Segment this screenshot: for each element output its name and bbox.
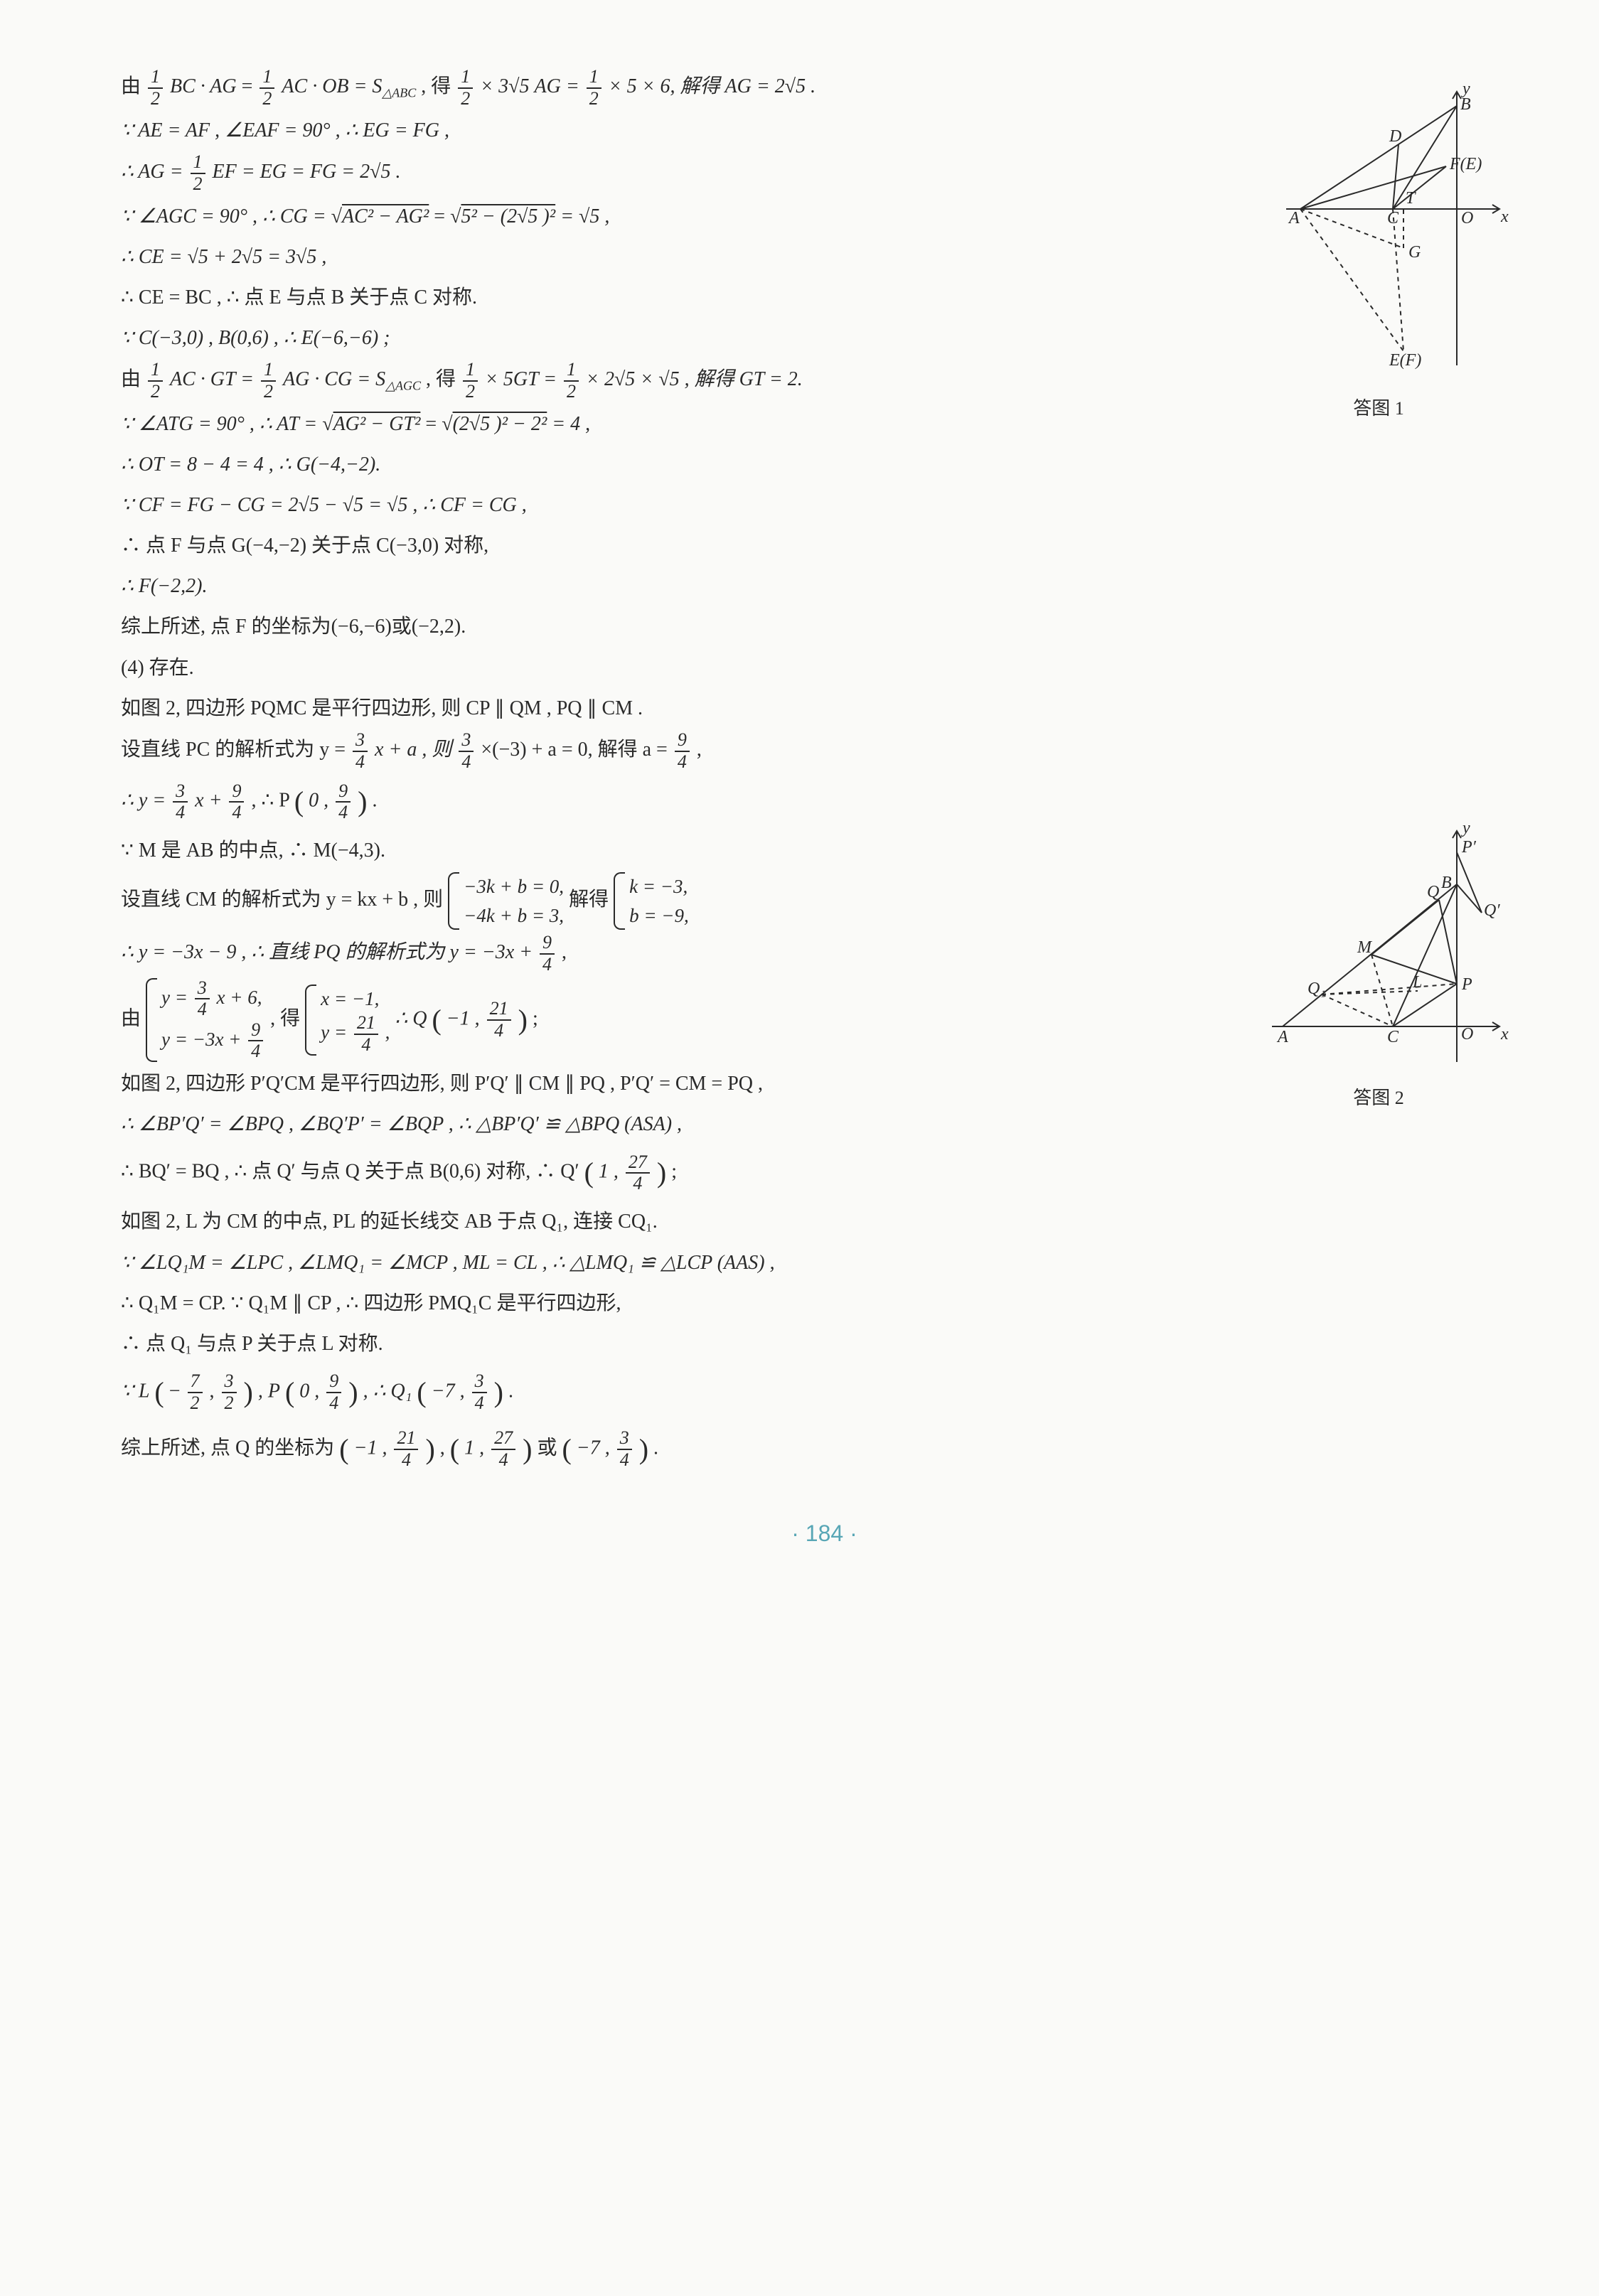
point-g: G xyxy=(1408,243,1421,262)
figure-2-caption: 答图 2 xyxy=(1244,1080,1514,1115)
answer-figure-1: y x O A B C D T G F(E) E(F) 答图 1 xyxy=(1244,81,1514,426)
point-pp: P′ xyxy=(1461,838,1477,857)
line-12: ∴ 点 F 与点 G(−4,−2) 关于点 C(−3,0) 对称, xyxy=(121,527,1528,564)
point-t: T xyxy=(1406,189,1416,208)
point-c2: C xyxy=(1387,1028,1399,1046)
axis-label-x: x xyxy=(1500,208,1509,226)
answer-figure-2: y x O A B C M L P P′ Q Q′ Q₁ 答图 2 xyxy=(1244,820,1514,1115)
point-ef: E(F) xyxy=(1389,351,1421,370)
point-l: L xyxy=(1412,973,1422,992)
point-d: D xyxy=(1389,127,1401,146)
line-26: 如图 2, L 为 CM 的中点, PL 的延长线交 AB 于点 Q₁, 连接 … xyxy=(121,1203,1528,1240)
figure-1-svg: y x O A B C D T G F(E) E(F) xyxy=(1244,81,1514,387)
line-13: ∴ F(−2,2). xyxy=(121,567,1528,605)
line-14: 综上所述, 点 F 的坐标为(−6,−6)或(−2,2). xyxy=(121,608,1528,645)
line-25: ∴ BQ′ = BQ , ∴ 点 Q′ 与点 Q 关于点 B(0,6) 对称, … xyxy=(121,1146,1528,1200)
line-11: ∵ CF = FG − CG = 2√5 − √5 = √5 , ∴ CF = … xyxy=(121,486,1528,524)
point-qp: Q′ xyxy=(1484,901,1500,920)
figure-2-svg: y x O A B C M L P P′ Q Q′ Q₁ xyxy=(1244,820,1514,1076)
line-29: ∴ 点 Q₁ 与点 P 关于点 L 对称. xyxy=(121,1325,1528,1363)
point-fe: F(E) xyxy=(1449,155,1482,173)
figure-1-caption: 答图 1 xyxy=(1244,391,1514,426)
line-17: 设直线 PC 的解析式为 y = 34 x + a , 则 34 ×(−3) +… xyxy=(121,730,1528,772)
axis-label-y2: y xyxy=(1461,820,1470,837)
point-m: M xyxy=(1357,938,1373,957)
point-q: Q xyxy=(1427,883,1439,901)
line-27: ∵ ∠LQ₁M = ∠LPC , ∠LMQ₁ = ∠MCP , ML = CL … xyxy=(121,1244,1528,1282)
line-16: 如图 2, 四边形 PQMC 是平行四边形, 则 CP ∥ QM , PQ ∥ … xyxy=(121,690,1528,727)
line-30: ∵ L ( − 72 , 32 ) , P ( 0 , 94 ) , ∴ Q₁ … xyxy=(121,1366,1528,1420)
line-10: ∴ OT = 8 − 4 = 4 , ∴ G(−4,−2). xyxy=(121,446,1528,483)
origin-label2: O xyxy=(1461,1025,1473,1044)
line-15: (4) 存在. xyxy=(121,649,1528,687)
axis-label-x2: x xyxy=(1500,1025,1509,1044)
point-b2: B xyxy=(1441,874,1452,892)
line-31: 综上所述, 点 Q 的坐标为 ( −1 , 214 ) , ( 1 , 274 … xyxy=(121,1422,1528,1476)
point-q1: Q₁ xyxy=(1307,980,1326,998)
page-number: · 184 · xyxy=(121,1512,1528,1555)
line-28: ∴ Q₁M = CP. ∵ Q₁M ∥ CP , ∴ 四边形 PMQ₁C 是平行… xyxy=(121,1284,1528,1322)
point-p: P xyxy=(1461,975,1472,994)
point-a: A xyxy=(1288,209,1300,227)
point-a2: A xyxy=(1276,1028,1288,1046)
point-c: C xyxy=(1387,209,1399,227)
origin-label: O xyxy=(1461,209,1473,227)
point-b: B xyxy=(1460,95,1471,114)
